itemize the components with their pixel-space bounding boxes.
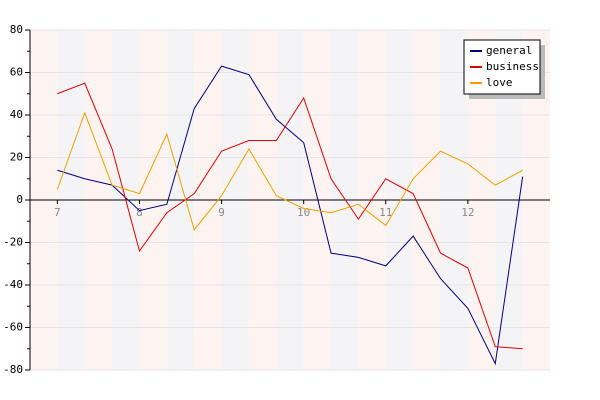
x-tick-label: 7 [54,206,61,219]
legend-label: general [486,44,532,57]
line [56,111,523,231]
y-tick-label: 0 [16,193,23,206]
y-tick-label: 80 [10,23,23,36]
line [57,65,524,366]
y-tick-label: 20 [10,151,23,164]
y-tick-label: -80 [3,363,23,376]
y-tick-label: -40 [3,278,23,291]
x-tick-label: 11 [379,206,392,219]
x-tick-label: 8 [136,206,143,219]
line [57,82,523,350]
y-tick-label: 60 [10,66,23,79]
y-tick-label: -20 [3,236,23,249]
legend-label: love [486,76,513,89]
x-tick-label: 12 [461,206,474,219]
y-tick-label: 40 [10,108,23,121]
y-tick-label: -60 [3,321,23,334]
x-tick-label: 9 [218,206,225,219]
legend-label: business [486,60,539,73]
